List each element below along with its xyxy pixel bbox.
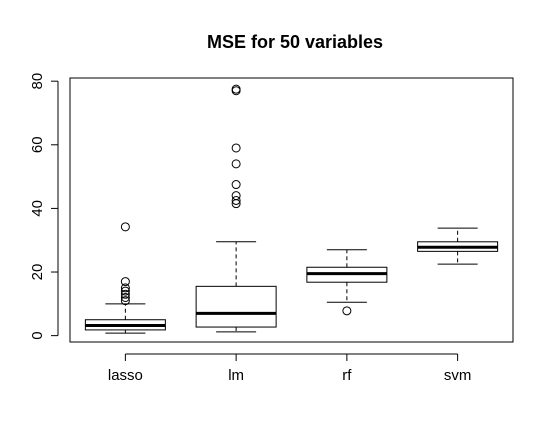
y-tick-label: 80	[29, 73, 46, 90]
x-axis: lasso lm rf svm	[108, 353, 472, 384]
outlier-point	[342, 306, 352, 316]
box-body	[195, 285, 277, 328]
y-tick-label: 20	[29, 264, 46, 281]
x-tick-label: rf	[342, 367, 352, 384]
box-lm	[195, 84, 277, 333]
box-svm	[417, 227, 499, 265]
chart-title: MSE for 50 variables	[207, 32, 383, 52]
plot-frame	[69, 77, 514, 343]
outlier-point	[120, 283, 130, 293]
outlier-point	[231, 195, 241, 205]
boxes-layer	[84, 84, 499, 334]
x-tick-label: lm	[228, 367, 244, 384]
outlier-point	[231, 191, 241, 201]
x-tick-label: lasso	[108, 367, 143, 384]
outlier-point	[120, 296, 130, 306]
outlier-point	[120, 286, 130, 296]
outlier-point	[120, 289, 130, 299]
outlier-point	[120, 277, 130, 287]
outlier-point	[120, 222, 130, 232]
outlier-point	[231, 84, 241, 94]
outlier-point	[231, 180, 241, 190]
y-tick-label: 60	[29, 136, 46, 153]
y-axis: 0 20 40 60 80	[29, 73, 59, 340]
outlier-point	[120, 292, 130, 302]
box-lasso	[84, 222, 166, 334]
outlier-point	[231, 159, 241, 169]
y-tick-label: 0	[29, 331, 46, 339]
y-tick-label: 40	[29, 200, 46, 217]
outlier-point	[231, 143, 241, 153]
box-rf	[306, 249, 388, 316]
x-tick-label: svm	[444, 367, 472, 384]
